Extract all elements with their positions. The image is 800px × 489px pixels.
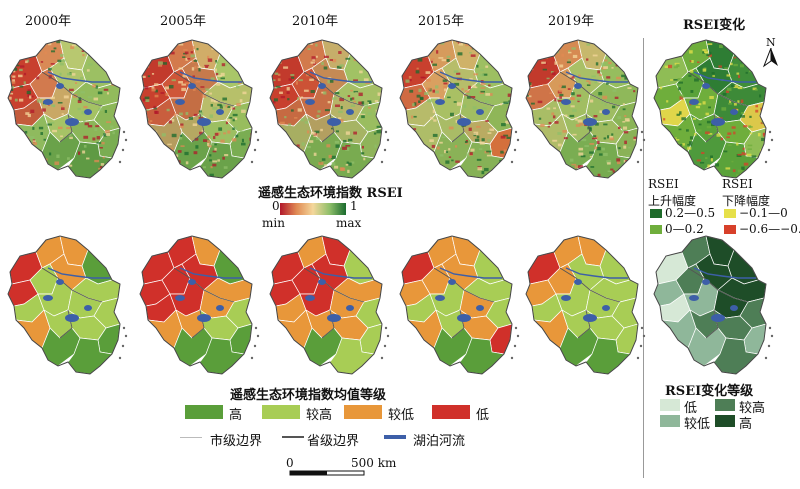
- scale-bar: [289, 470, 365, 476]
- rise-legend-title1: RSEI: [648, 177, 679, 191]
- rsei-legend-title: 遥感生态环境指数 RSEI: [258, 186, 403, 201]
- change-title: RSEI变化: [683, 18, 746, 33]
- grade-swatch-mid-high: [262, 405, 300, 419]
- fall-legend-title1: RSEI: [722, 177, 753, 191]
- scale-distance: 500 km: [351, 456, 397, 470]
- change-grade-swatch-mid-high: [715, 399, 735, 411]
- grade-label-high: 高: [229, 408, 243, 423]
- rsei-colorbar: [280, 203, 346, 215]
- change-grade-map: [653, 235, 774, 375]
- grade-map-2005: [139, 235, 260, 375]
- year-title-2015: 2015年: [418, 14, 465, 29]
- grade-label-low: 低: [476, 408, 490, 423]
- north-arrow: N: [760, 36, 782, 68]
- water-label: 湖泊河流: [413, 434, 466, 449]
- panel-divider: [643, 38, 644, 478]
- year-title-2019: 2019年: [548, 14, 595, 29]
- city-boundary-line: [180, 437, 202, 438]
- grade-map-2019: [525, 235, 646, 375]
- rise-label-high: 0.2—0.5: [665, 206, 716, 220]
- north-label: N: [766, 36, 776, 49]
- grade-map-2010: [269, 235, 390, 375]
- province-boundary-line: [282, 436, 304, 438]
- year-title-2005: 2005年: [160, 14, 207, 29]
- north-arrow-icon: [762, 48, 778, 68]
- province-boundary-label: 省级边界: [307, 434, 360, 449]
- change-grade-swatch-low: [660, 399, 680, 411]
- rise-swatch-high: [650, 209, 662, 218]
- year-title-2000: 2000年: [25, 14, 72, 29]
- change-grade-label-mid-high: 较高: [739, 401, 766, 416]
- fall-legend-title2: 下降幅度: [722, 194, 771, 208]
- fall-label-high: −0.6—−0.1: [739, 222, 800, 236]
- rsei-legend-min: min: [262, 216, 285, 230]
- grade-map-2015: [399, 235, 520, 375]
- change-grade-swatch-high: [715, 415, 735, 427]
- city-boundary-label: 市级边界: [210, 434, 263, 449]
- grade-label-mid-high: 较高: [306, 408, 333, 423]
- grade-swatch-mid-low: [344, 405, 382, 419]
- grade-legend-title: 遥感生态环境指数均值等级: [230, 388, 387, 403]
- rsei-map-2010: [269, 39, 390, 179]
- rise-label-low: 0—0.2: [665, 222, 704, 236]
- change-grade-label-high: 高: [739, 417, 753, 432]
- rsei-map-2005: [139, 39, 260, 179]
- change-grade-label-low: 低: [684, 401, 698, 416]
- rsei-legend-zero: 0: [272, 199, 280, 213]
- rsei-legend-one: 1: [350, 199, 358, 213]
- water-line: [384, 435, 406, 439]
- change-grade-swatch-mid-low: [660, 415, 680, 427]
- scale-zero: 0: [286, 456, 294, 470]
- change-grade-title: RSEI变化等级: [665, 384, 754, 399]
- grade-swatch-low: [432, 405, 470, 419]
- change-grade-label-mid-low: 较低: [684, 417, 711, 432]
- rsei-change-map: [653, 39, 774, 179]
- rsei-map-2015: [399, 39, 520, 179]
- rise-legend-title2: 上升幅度: [648, 194, 697, 208]
- rsei-map-2000: [7, 39, 128, 179]
- rise-swatch-low: [650, 225, 662, 234]
- fall-label-low: −0.1—0: [739, 206, 788, 220]
- fall-swatch-low: [724, 209, 736, 218]
- year-title-2010: 2010年: [292, 14, 339, 29]
- rsei-legend-max: max: [336, 216, 362, 230]
- rsei-map-2019: [525, 39, 646, 179]
- grade-swatch-high: [185, 405, 223, 419]
- grade-map-2000: [7, 235, 128, 375]
- grade-label-mid-low: 较低: [388, 408, 415, 423]
- fall-swatch-high: [724, 225, 736, 234]
